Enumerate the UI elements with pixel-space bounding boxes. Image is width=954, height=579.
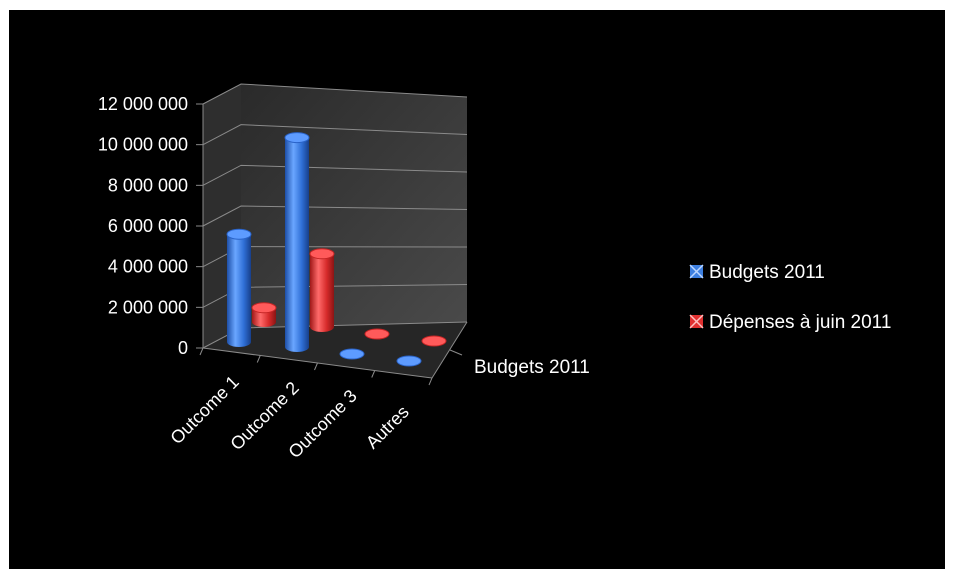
bar-top bbox=[309, 248, 335, 260]
y-tick-label: 8 000 000 bbox=[108, 175, 188, 195]
legend-swatch-budgets-shine bbox=[689, 264, 704, 279]
y-axis-ticks: 0 2 000 000 4 000 000 6 000 000 8 000 000 10 … bbox=[98, 94, 188, 358]
y-tick-label: 12 000 000 bbox=[98, 94, 188, 114]
x-tick-mark bbox=[314, 362, 318, 371]
gridline bbox=[202, 124, 468, 146]
gridline bbox=[202, 83, 468, 105]
legend-item-depenses: Dépenses à juin 2011 bbox=[689, 312, 891, 333]
bar-d-penses-juin-2011-autres bbox=[421, 335, 447, 347]
bar-top bbox=[364, 328, 390, 340]
bar-d-penses-juin-2011-outcome-2 bbox=[309, 248, 335, 332]
bar-top bbox=[339, 348, 365, 360]
bar-body bbox=[285, 137, 309, 352]
bar-d-penses-juin-2011-outcome-3 bbox=[364, 328, 390, 340]
y-tick-label: 0 bbox=[178, 338, 188, 358]
legend-swatch-depenses-shine bbox=[689, 314, 704, 329]
y-tick-label: 4 000 000 bbox=[108, 257, 188, 277]
y-tick-label: 6 000 000 bbox=[108, 216, 188, 236]
legend-item-budgets: Budgets 2011 bbox=[689, 262, 825, 283]
x-tick-mark bbox=[371, 370, 376, 378]
legend: Budgets 2011 Dépenses à juin 2011 bbox=[689, 262, 891, 333]
legend-label-budgets: Budgets 2011 bbox=[709, 262, 825, 283]
bar-budgets-2011-outcome-2 bbox=[284, 132, 310, 352]
x-category-label: Autres bbox=[362, 402, 413, 453]
bar-top bbox=[251, 302, 277, 314]
x-tick-mark bbox=[428, 377, 433, 386]
bar-budgets-2011-outcome-3 bbox=[339, 348, 365, 360]
bar-body bbox=[310, 253, 334, 332]
depth-axis-label: Budgets 2011 bbox=[474, 357, 590, 378]
chart-background bbox=[9, 10, 945, 569]
bar-body bbox=[227, 234, 251, 347]
bar-top bbox=[421, 335, 447, 347]
bar-budgets-2011-outcome-1 bbox=[226, 228, 252, 347]
x-tick-mark bbox=[256, 355, 261, 363]
bar-top bbox=[284, 132, 310, 144]
y-tick-label: 10 000 000 bbox=[98, 135, 188, 155]
back-wall bbox=[241, 84, 467, 328]
legend-label-depenses: Dépenses à juin 2011 bbox=[709, 312, 891, 333]
depth-tick-mark bbox=[449, 349, 463, 356]
bar-top bbox=[226, 228, 252, 240]
y-tick-label: 2 000 000 bbox=[108, 297, 188, 317]
bar-d-penses-juin-2011-outcome-1 bbox=[251, 302, 277, 327]
depth-axis-line bbox=[431, 321, 468, 379]
bar-top bbox=[396, 355, 422, 367]
gridline bbox=[202, 205, 468, 227]
gridline bbox=[202, 164, 468, 186]
bar-budgets-2011-autres bbox=[396, 355, 422, 367]
floor-lines bbox=[199, 321, 468, 386]
bars bbox=[226, 132, 447, 367]
x-tick-mark bbox=[199, 347, 204, 356]
